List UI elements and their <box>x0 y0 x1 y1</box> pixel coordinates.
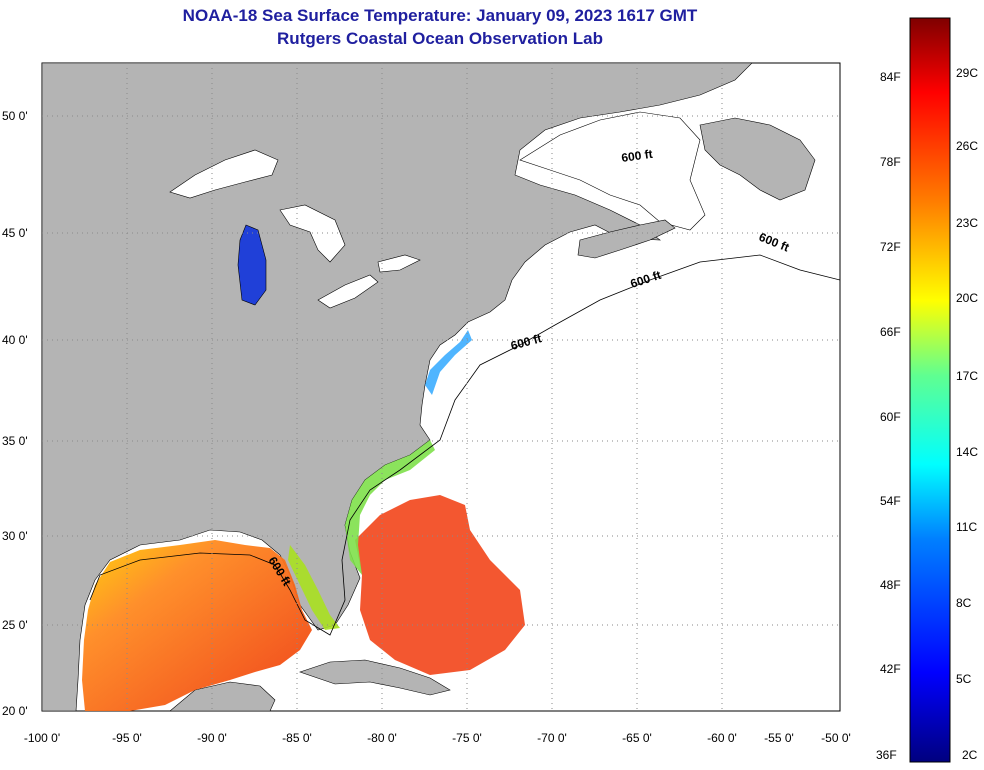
lat-label-40: 40 0' <box>2 333 28 347</box>
colorbar-f-48: 48F <box>880 578 901 592</box>
lat-label-30: 30 0' <box>2 529 28 543</box>
colorbar-f-36: 36F <box>876 748 897 762</box>
lake-erie <box>317 274 379 309</box>
graticule <box>42 63 840 711</box>
colorbar-f-54: 54F <box>880 494 901 508</box>
colorbar-f-84: 84F <box>880 70 901 84</box>
isobath-label-1: 600 ft <box>620 147 653 165</box>
lon-label-65: -65 0' <box>622 731 652 745</box>
lon-label-60: -60 0' <box>707 731 737 745</box>
colorbar-f-42: 42F <box>880 662 901 676</box>
sst-shelf-florida <box>345 440 435 575</box>
colorbar-c-2: 2C <box>962 748 978 762</box>
land-north-america <box>42 63 753 711</box>
lon-label-75: -75 0' <box>452 731 482 745</box>
lon-label-55: -55 0' <box>764 731 794 745</box>
lake-michigan <box>237 224 267 306</box>
sst-shelf-west-florida <box>288 545 340 630</box>
lon-label-90: -90 0' <box>197 731 227 745</box>
colorbar <box>909 17 951 763</box>
lake-superior <box>169 149 279 199</box>
colorbar-f-66: 66F <box>880 325 901 339</box>
lon-label-80: -80 0' <box>367 731 397 745</box>
gulf-st-lawrence <box>519 111 706 231</box>
colorbar-f-60: 60F <box>880 410 901 424</box>
lake-ontario <box>377 254 421 273</box>
colorbar-f-72: 72F <box>880 240 901 254</box>
colorbar-c-17: 17C <box>956 369 979 383</box>
colorbar-c-23: 23C <box>956 216 979 230</box>
lon-label-50: -50 0' <box>821 731 851 745</box>
lat-label-35: 35 0' <box>2 434 28 448</box>
lat-label-25: 25 0' <box>2 618 28 632</box>
colorbar-c-11: 11C <box>956 520 978 534</box>
map-title: NOAA-18 Sea Surface Temperature: January… <box>182 6 698 25</box>
sst-shelf-midatlantic <box>425 330 472 395</box>
colorbar-c-20: 20C <box>956 291 979 305</box>
colorbar-f-78: 78F <box>880 155 901 169</box>
map-subtitle: Rutgers Coastal Ocean Observation Lab <box>277 29 603 48</box>
colorbar-c-26: 26C <box>956 139 979 153</box>
land-cuba <box>299 659 451 696</box>
lat-label-50: 50 0' <box>2 109 28 123</box>
land-newfoundland <box>699 117 816 201</box>
land-nova-scotia <box>577 219 676 259</box>
colorbar-c-8: 8C <box>956 596 972 610</box>
sst-gulf-stream <box>355 495 525 675</box>
colorbar-c-29: 29C <box>956 66 979 80</box>
lon-label-100: -100 0' <box>24 731 60 745</box>
lon-label-95: -95 0' <box>112 731 142 745</box>
lon-label-85: -85 0' <box>282 731 312 745</box>
lon-label-70: -70 0' <box>537 731 567 745</box>
colorbar-c-14: 14C <box>956 445 979 459</box>
lat-label-45: 45 0' <box>2 226 28 240</box>
isobath-600ft <box>89 254 840 636</box>
colorbar-c-5: 5C <box>956 672 972 686</box>
lat-label-20: 20 0' <box>2 704 28 718</box>
